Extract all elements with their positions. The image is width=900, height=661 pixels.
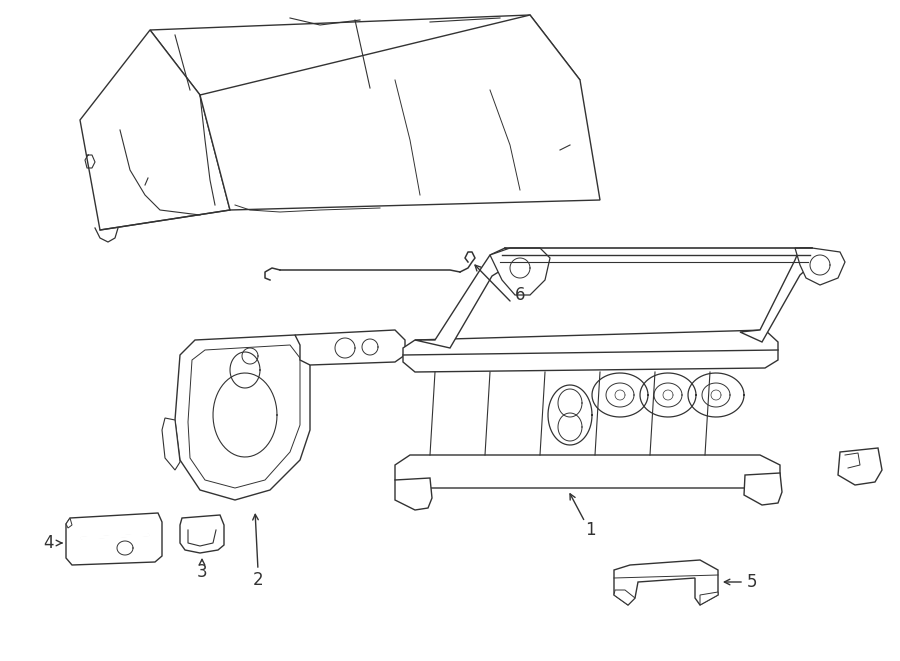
Polygon shape [295,330,405,365]
Polygon shape [162,418,180,470]
Text: 2: 2 [253,571,264,589]
Polygon shape [180,515,224,553]
Text: 4: 4 [43,534,53,552]
Polygon shape [403,330,778,372]
Polygon shape [838,448,882,485]
Polygon shape [744,473,782,505]
Polygon shape [395,478,432,510]
Polygon shape [188,345,300,488]
Text: 5: 5 [747,573,757,591]
Polygon shape [200,15,600,210]
Polygon shape [175,335,310,500]
Polygon shape [614,590,635,605]
Polygon shape [614,560,718,605]
Polygon shape [795,248,845,285]
Polygon shape [490,248,550,295]
Text: 6: 6 [515,286,526,304]
Polygon shape [415,248,515,348]
Text: 3: 3 [197,563,207,581]
Polygon shape [395,455,780,488]
Polygon shape [80,30,230,230]
Polygon shape [150,15,580,95]
Text: 1: 1 [585,521,595,539]
Polygon shape [740,248,818,342]
Polygon shape [66,513,162,565]
Polygon shape [700,592,718,605]
Polygon shape [66,518,72,528]
